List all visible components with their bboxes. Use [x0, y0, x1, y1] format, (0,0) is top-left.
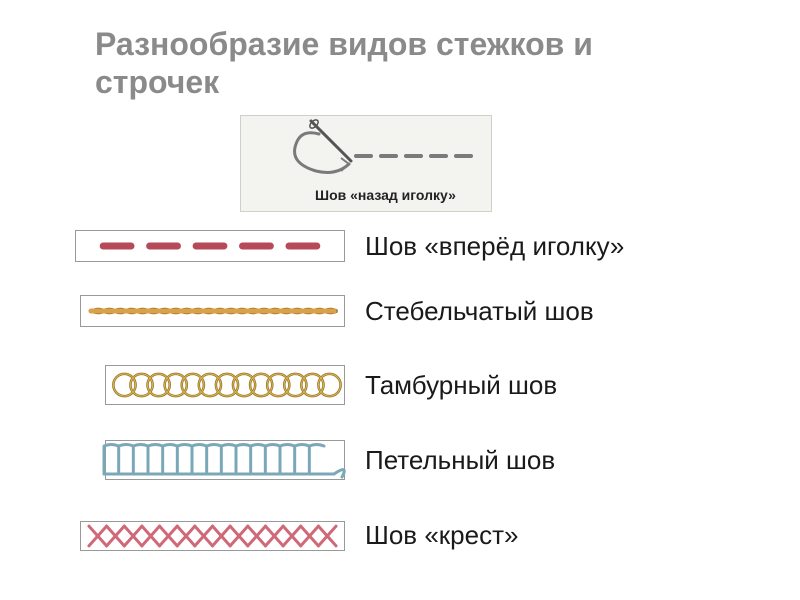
stitch-swatch-chain — [105, 365, 345, 405]
stitch-swatch-stem — [80, 295, 345, 327]
stitch-row-cross: Шов «крест» — [80, 520, 518, 551]
stitch-row-forward_needle: Шов «вперёд иголку» — [75, 230, 624, 262]
stitch-swatch-cross — [80, 521, 345, 551]
stitch-label-chain: Тамбурный шов — [365, 370, 557, 401]
stitch-row-chain: Тамбурный шов — [105, 365, 557, 405]
stitch-row-blanket: Петельный шов — [105, 440, 555, 480]
stitch-label-stem: Стебельчатый шов — [365, 296, 594, 327]
stitch-label-blanket: Петельный шов — [365, 445, 555, 476]
stitch-label-cross: Шов «крест» — [365, 520, 518, 551]
slide-title: Разнообразие видов стежков и строчек — [95, 25, 715, 102]
stitch-label-forward_needle: Шов «вперёд иголку» — [365, 231, 624, 262]
stitch-swatch-forward_needle — [75, 230, 345, 262]
needle-diagram-label: Шов «назад иголку» — [315, 187, 456, 203]
stitch-row-stem: Стебельчатый шов — [80, 295, 594, 327]
stitch-swatch-blanket — [105, 440, 345, 480]
